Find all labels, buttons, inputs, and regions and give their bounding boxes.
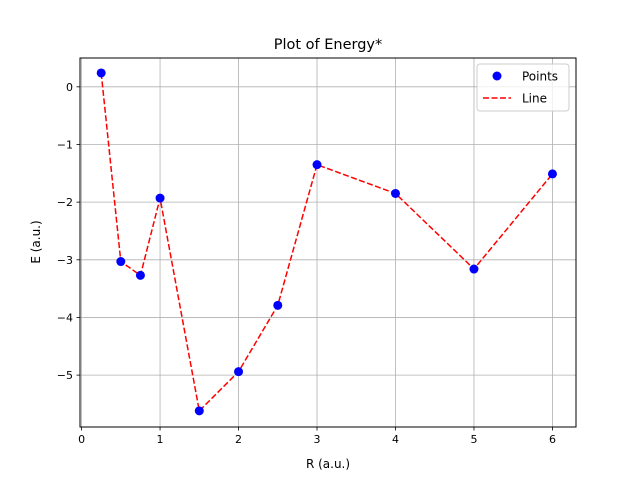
x-tick-label: 0 <box>78 433 85 446</box>
data-point <box>194 406 204 416</box>
legend-points-marker <box>492 71 502 81</box>
y-tick-label: −3 <box>57 254 73 267</box>
data-point <box>155 193 165 203</box>
y-axis-label: E (a.u.) <box>29 220 43 263</box>
data-point <box>234 367 244 377</box>
grid <box>80 58 576 427</box>
data-point <box>390 188 400 198</box>
x-tick-label: 4 <box>392 433 399 446</box>
data-point <box>547 169 557 179</box>
data-point <box>96 68 106 78</box>
x-tick-label: 6 <box>549 433 556 446</box>
data-point <box>312 160 322 170</box>
points-series <box>96 68 557 416</box>
data-point <box>116 257 126 267</box>
x-tick-label: 3 <box>314 433 321 446</box>
axes-frame <box>79 57 577 428</box>
legend: Points Line <box>476 63 570 112</box>
data-point <box>469 264 479 274</box>
data-point <box>273 300 283 310</box>
y-tick-label: −1 <box>57 138 73 151</box>
legend-points-label: Points <box>522 70 558 84</box>
x-tick-label: 1 <box>157 433 164 446</box>
x-axis-label: R (a.u.) <box>306 457 350 471</box>
y-tick-label: −4 <box>57 311 73 324</box>
x-tick-label: 5 <box>470 433 477 446</box>
chart-title: Plot of Energy* <box>274 37 383 53</box>
ticks: 0 1 2 3 4 5 6 0 −1 −2 −3 −4 −5 <box>57 81 556 446</box>
y-tick-label: −2 <box>57 196 73 209</box>
x-tick-label: 2 <box>235 433 242 446</box>
legend-line-label: Line <box>522 92 547 106</box>
y-tick-label: 0 <box>66 81 73 94</box>
data-point <box>135 270 145 280</box>
y-tick-label: −5 <box>57 369 73 382</box>
